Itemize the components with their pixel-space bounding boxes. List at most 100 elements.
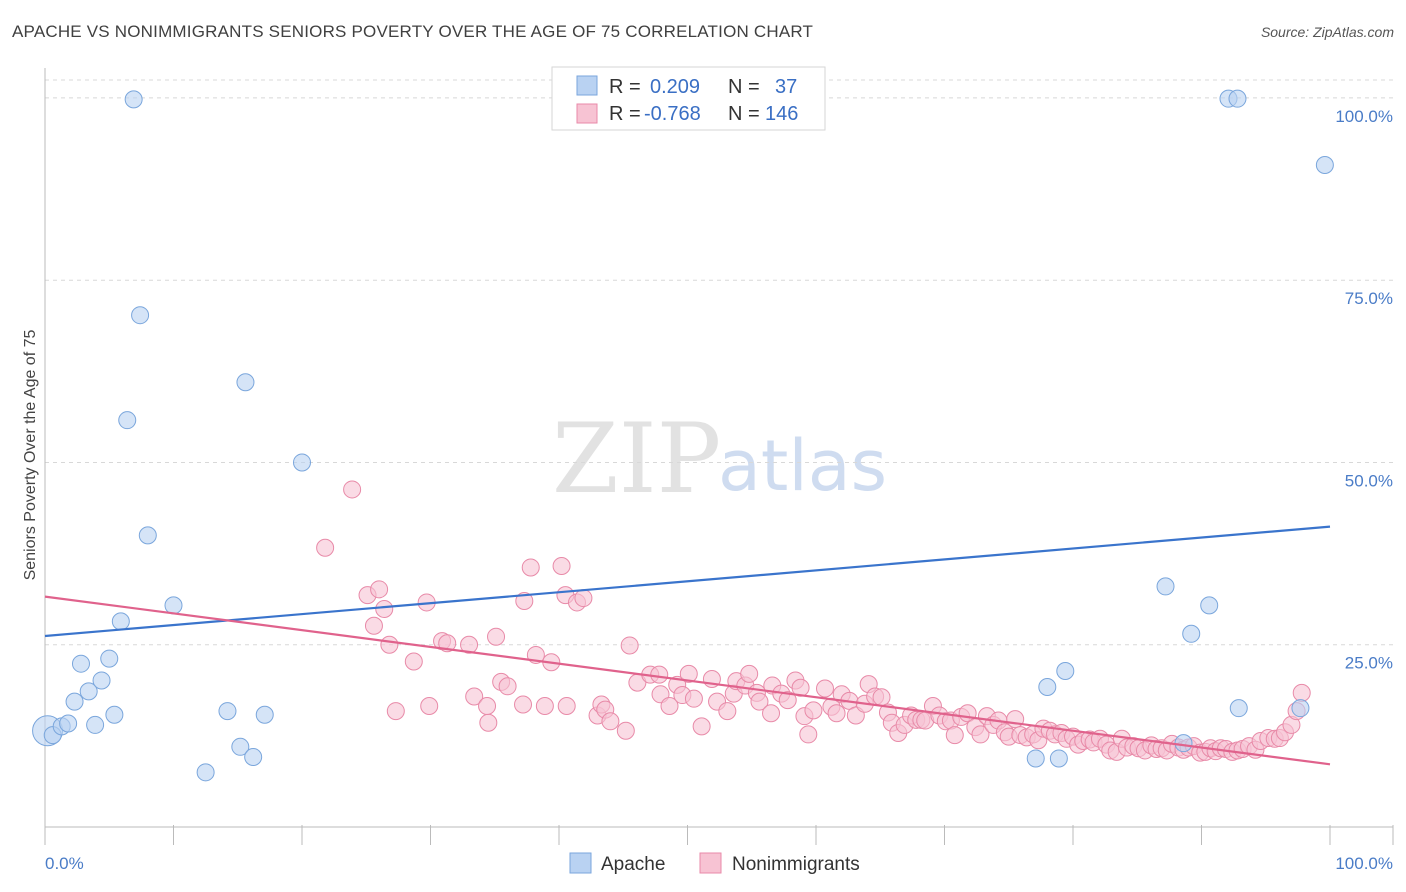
nonimmigrants-point bbox=[487, 627, 506, 646]
apache-point bbox=[92, 671, 111, 690]
y-tick-label: 50.0% bbox=[1345, 471, 1393, 490]
apache-legend-label: Apache bbox=[601, 854, 665, 875]
apache-point bbox=[244, 748, 263, 767]
apache-point bbox=[131, 306, 150, 325]
nonimmigrants-series bbox=[316, 480, 1311, 762]
apache-series bbox=[32, 89, 1334, 782]
nonimmigrants-trend-line bbox=[44, 595, 1331, 766]
apache-bottom-swatch bbox=[569, 852, 592, 874]
apache-point bbox=[100, 649, 119, 668]
nonimmigrants-point bbox=[380, 635, 399, 654]
apache-point bbox=[71, 654, 90, 673]
nonimmigrants-point bbox=[601, 712, 620, 731]
apache-point bbox=[236, 373, 255, 392]
nonimmigrants-point bbox=[815, 679, 834, 698]
apache-point bbox=[118, 411, 137, 430]
source-label: Source: ZipAtlas.com bbox=[1260, 24, 1394, 40]
nonimmigrants-point bbox=[945, 726, 964, 745]
nonimmigrants-point bbox=[316, 538, 335, 557]
nonimmigrants-point bbox=[574, 589, 593, 608]
x-tick-label: 0.0% bbox=[45, 854, 84, 873]
apache-point bbox=[1056, 661, 1075, 680]
apache-r-value: 0.209 bbox=[650, 76, 700, 98]
x-tick-label: 100.0% bbox=[1335, 854, 1393, 873]
nonimmigrants-bottom-swatch bbox=[699, 852, 722, 874]
nonimmigrants-point bbox=[692, 717, 711, 736]
nonimmigrants-point bbox=[616, 721, 635, 740]
nonimmigrants-point bbox=[535, 696, 554, 715]
apache-point bbox=[59, 714, 78, 733]
apache-point bbox=[105, 705, 124, 724]
y-tick-label: 25.0% bbox=[1345, 654, 1393, 673]
nonimmigrants-point bbox=[386, 702, 405, 721]
nonimmigrants-point bbox=[750, 692, 769, 711]
nonimmigrants-point bbox=[479, 713, 498, 732]
nonimmigrants-point bbox=[370, 580, 389, 599]
nonimmigrants-point bbox=[514, 695, 533, 714]
nonimmigrants-point bbox=[465, 687, 484, 706]
apache-point bbox=[65, 692, 84, 711]
x-tick-labels: 0.0% 100.0% bbox=[45, 854, 1393, 873]
nonimmigrants-point bbox=[804, 701, 823, 720]
nonimmigrants-point bbox=[557, 696, 576, 715]
nonimmigrants-point bbox=[552, 556, 571, 575]
nonimmigrants-n-value: 146 bbox=[765, 103, 798, 125]
apache-point bbox=[293, 453, 311, 472]
apache-point bbox=[1156, 577, 1175, 596]
nonimmigrants-point bbox=[404, 652, 423, 671]
series-legend: Apache Nonimmigrants bbox=[569, 852, 860, 875]
apache-point bbox=[1229, 699, 1248, 718]
nonimmigrants-point bbox=[515, 591, 534, 610]
nonimmigrants-point bbox=[762, 704, 781, 723]
nonimmigrants-point bbox=[799, 725, 818, 744]
gridlines bbox=[45, 79, 1393, 646]
axes bbox=[44, 68, 1394, 845]
nonimmigrants-point bbox=[650, 665, 669, 684]
watermark-zip: ZIP bbox=[552, 403, 721, 515]
nonimmigrants-legend-swatch bbox=[576, 103, 598, 124]
y-axis-label: Seniors Poverty Over the Age of 75 bbox=[22, 330, 39, 581]
y-tick-label: 100.0% bbox=[1335, 107, 1393, 126]
nonimmigrants-point bbox=[420, 696, 439, 715]
nonimmigrants-point bbox=[1292, 683, 1311, 702]
apache-point bbox=[1049, 749, 1068, 768]
apache-point bbox=[86, 715, 105, 734]
nonimmigrants-point bbox=[971, 725, 990, 744]
apache-legend-swatch bbox=[576, 75, 598, 96]
apache-point bbox=[111, 612, 130, 631]
nonimmigrants-point bbox=[460, 635, 479, 654]
apache-point bbox=[1315, 156, 1334, 175]
apache-point bbox=[196, 763, 215, 782]
apache-n-label: N = bbox=[728, 76, 760, 98]
y-tick-label: 75.0% bbox=[1345, 289, 1393, 308]
apache-point bbox=[1182, 624, 1201, 643]
nonimmigrants-point bbox=[521, 558, 540, 577]
nonimmigrants-point bbox=[375, 600, 394, 619]
apache-point bbox=[231, 737, 250, 756]
nonimmigrants-point bbox=[679, 664, 698, 683]
apache-point bbox=[1228, 89, 1247, 108]
nonimmigrants-point bbox=[684, 689, 703, 708]
apache-n-value: 37 bbox=[775, 76, 797, 98]
apache-point bbox=[124, 90, 143, 109]
nonimmigrants-point bbox=[778, 691, 797, 710]
nonimmigrants-legend-label: Nonimmigrants bbox=[732, 854, 860, 875]
apache-point bbox=[164, 596, 183, 615]
nonimmigrants-point bbox=[660, 696, 679, 715]
apache-point bbox=[138, 526, 157, 545]
apache-r-label: R = bbox=[609, 76, 641, 98]
apache-point bbox=[1200, 596, 1219, 615]
nonimmigrants-r-label: R = bbox=[609, 103, 641, 125]
nonimmigrants-point bbox=[364, 616, 383, 635]
apache-point bbox=[79, 682, 98, 701]
nonimmigrants-point bbox=[478, 696, 497, 715]
apache-point bbox=[255, 705, 274, 724]
nonimmigrants-point bbox=[718, 702, 737, 721]
nonimmigrants-point bbox=[827, 704, 846, 723]
chart-title: APACHE VS NONIMMIGRANTS SENIORS POVERTY … bbox=[12, 22, 814, 41]
nonimmigrants-point bbox=[620, 636, 639, 655]
trend-lines bbox=[44, 525, 1331, 766]
watermark-atlas: atlas bbox=[718, 425, 887, 507]
nonimmigrants-n-label: N = bbox=[728, 103, 760, 125]
